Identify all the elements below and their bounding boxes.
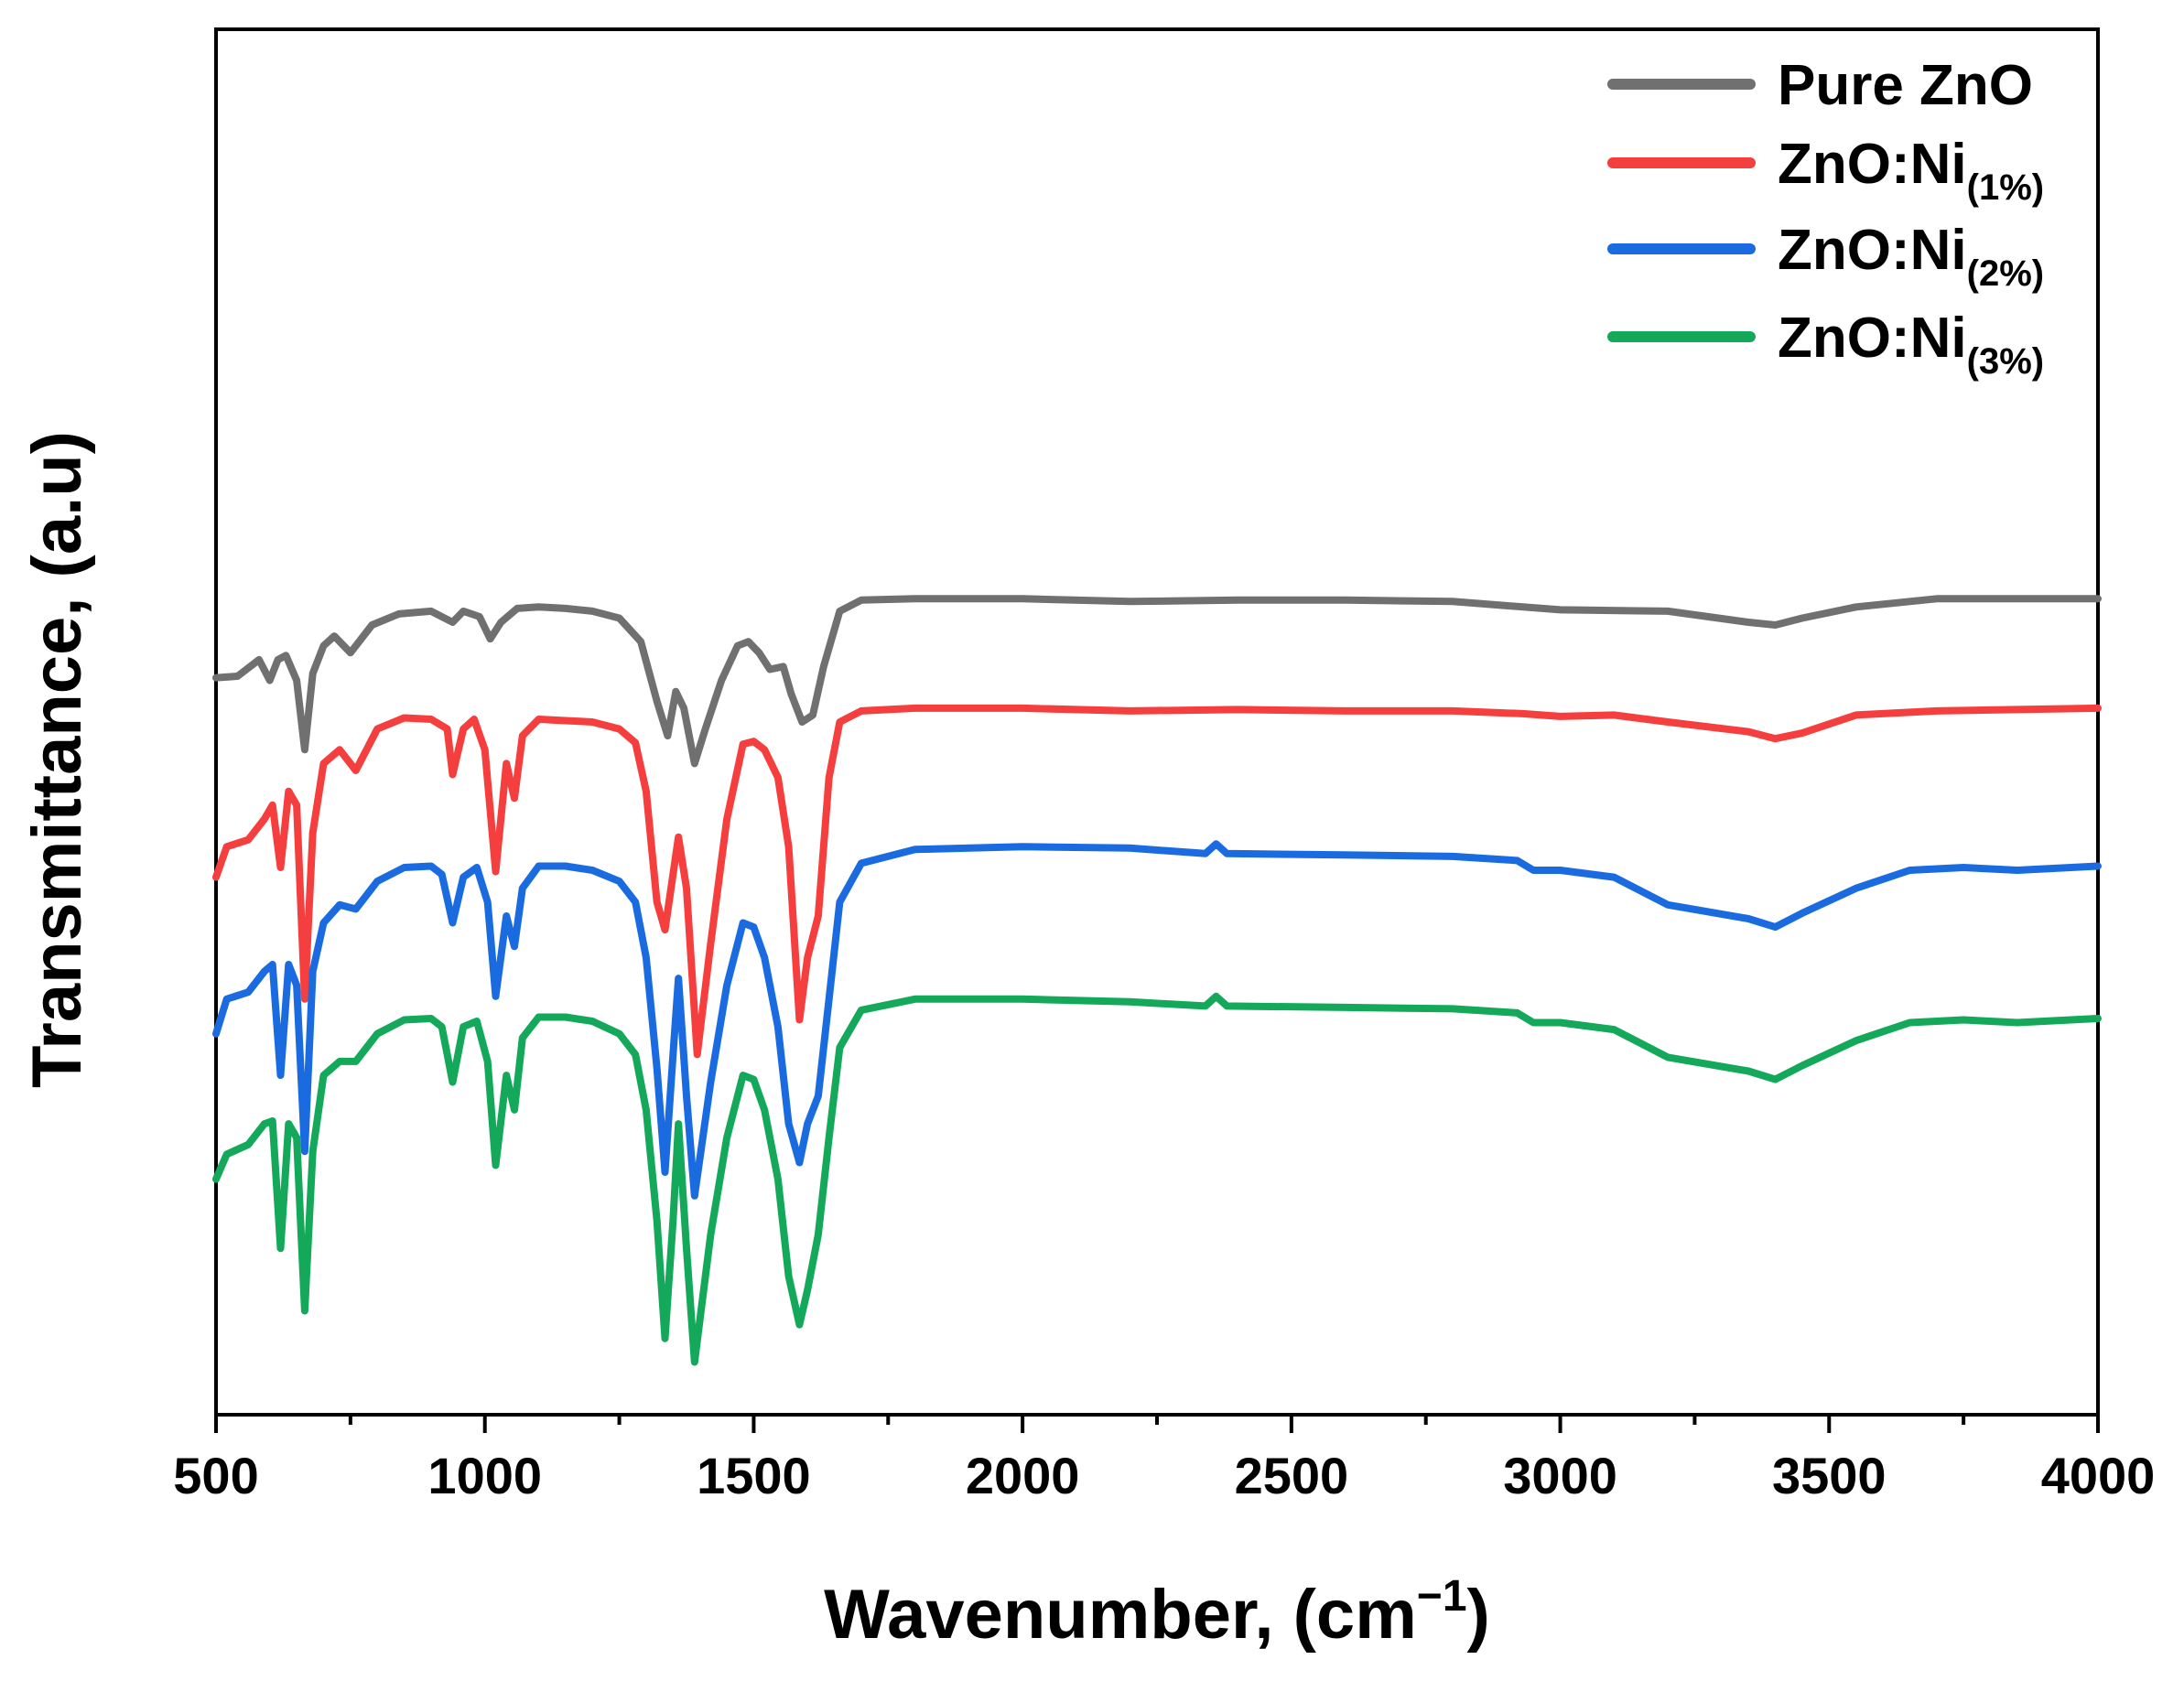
- x-tick-label: 3500: [1772, 1447, 1887, 1504]
- x-axis-title: Wavenumber, (cm−1): [824, 1572, 1490, 1654]
- x-axis-ticks: [214, 1415, 2100, 1433]
- x-tick-label: 2500: [1235, 1447, 1349, 1504]
- x-axis-tick-labels: 500 1000 1500 2000 2500 3000 3500 4000: [173, 1447, 2155, 1504]
- series-line-2: [212, 704, 2102, 1059]
- series-lines: [212, 595, 2102, 1366]
- series-line-4: [212, 992, 2102, 1366]
- legend-label-main: ZnO:Ni: [1778, 133, 1967, 196]
- x-tick-label: 3000: [1503, 1447, 1617, 1504]
- legend-label-4: ZnO:Ni(3%): [1778, 307, 2044, 382]
- legend-label-main: ZnO:Ni: [1778, 307, 1967, 370]
- legend-label-subscript: (2%): [1967, 253, 2044, 294]
- x-axis-title-main: Wavenumber, (cm: [824, 1576, 1417, 1654]
- x-axis-title-superscript: −1: [1417, 1572, 1467, 1621]
- legend-label-main: ZnO:Ni: [1778, 219, 1967, 282]
- series-line-1: [212, 595, 2102, 768]
- x-axis-title-close: ): [1467, 1576, 1490, 1654]
- x-tick-label: 2000: [966, 1447, 1080, 1504]
- x-tick-label: 1500: [697, 1447, 811, 1504]
- x-tick-label: 4000: [2041, 1447, 2156, 1504]
- y-axis-title: Transmittance, (a.u): [18, 431, 96, 1088]
- legend-label-3: ZnO:Ni(2%): [1778, 219, 2044, 294]
- series-line-3: [212, 840, 2102, 1200]
- legend-label-2: ZnO:Ni(1%): [1778, 133, 2044, 208]
- x-tick-label: 1000: [427, 1447, 542, 1504]
- legend-label-subscript: (1%): [1967, 167, 2044, 208]
- legend-label-subscript: (3%): [1967, 341, 2044, 382]
- legend-label-1: Pure ZnO: [1778, 54, 2033, 117]
- x-tick-label: 500: [173, 1447, 258, 1504]
- legend-label-main: Pure ZnO: [1778, 54, 2033, 117]
